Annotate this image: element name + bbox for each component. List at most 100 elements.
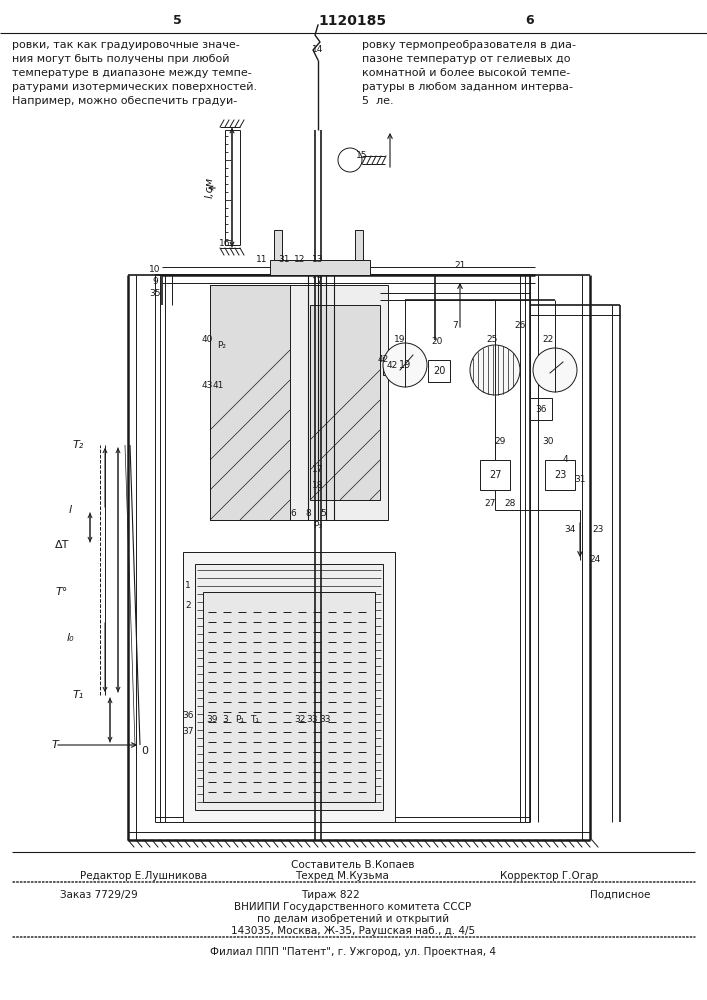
Text: 19: 19	[395, 336, 406, 344]
Text: 23: 23	[554, 470, 566, 480]
Text: 1: 1	[185, 580, 191, 589]
Text: 42: 42	[378, 356, 389, 364]
Text: 43: 43	[201, 380, 213, 389]
Text: T°: T°	[56, 587, 68, 597]
Text: 14: 14	[312, 45, 324, 54]
Bar	[183, 552, 395, 822]
Text: 18: 18	[312, 481, 324, 489]
Bar	[355, 230, 363, 260]
Text: ратурами изотермических поверхностей.: ратурами изотермических поверхностей.	[12, 82, 257, 92]
Bar	[480, 460, 510, 490]
Text: 5: 5	[320, 508, 326, 518]
Text: Заказ 7729/29: Заказ 7729/29	[60, 890, 138, 900]
Bar	[383, 357, 401, 375]
Text: 35: 35	[149, 288, 160, 298]
Circle shape	[470, 345, 520, 395]
Text: 7: 7	[452, 320, 458, 330]
Text: P₁: P₁	[235, 716, 245, 724]
Text: 32: 32	[294, 716, 305, 724]
Text: Например, можно обеспечить градуи-: Например, можно обеспечить градуи-	[12, 96, 238, 106]
Text: 27: 27	[489, 470, 501, 480]
Circle shape	[383, 343, 427, 387]
Text: 42: 42	[386, 361, 397, 370]
Text: 143035, Москва, Ж-35, Раушская наб., д. 4/5: 143035, Москва, Ж-35, Раушская наб., д. …	[231, 926, 475, 936]
Text: Редактор Е.Лушникова: Редактор Е.Лушникова	[80, 871, 207, 881]
Text: 20: 20	[431, 338, 443, 347]
Text: 19: 19	[399, 360, 411, 370]
Text: P₂: P₂	[218, 342, 226, 351]
Text: 23: 23	[592, 526, 604, 534]
Text: ВНИИПИ Государственного комитета СССР: ВНИИПИ Государственного комитета СССР	[235, 902, 472, 912]
Text: 25: 25	[486, 336, 498, 344]
Text: 9: 9	[152, 277, 158, 286]
Text: P₃: P₃	[313, 520, 322, 530]
Text: T₁: T₁	[72, 690, 83, 700]
Text: 3: 3	[222, 716, 228, 724]
Text: 6: 6	[290, 508, 296, 518]
Text: 39: 39	[206, 716, 218, 724]
Text: 16: 16	[219, 238, 230, 247]
Text: ния могут быть получены при любой: ния могут быть получены при любой	[12, 54, 230, 64]
Text: 33: 33	[320, 716, 331, 724]
Text: Филиал ППП "Патент", г. Ужгород, ул. Проектная, 4: Филиал ППП "Патент", г. Ужгород, ул. Про…	[210, 947, 496, 957]
Text: 29: 29	[494, 438, 506, 446]
Text: 21: 21	[455, 260, 466, 269]
Text: по делам изобретений и открытий: по делам изобретений и открытий	[257, 914, 449, 924]
Text: T₂: T₂	[72, 440, 83, 450]
Text: 17: 17	[312, 277, 324, 286]
Text: 8: 8	[305, 508, 311, 518]
Text: температуре в диапазоне между темпе-: температуре в диапазоне между темпе-	[12, 68, 252, 78]
Text: 4: 4	[562, 456, 568, 464]
Bar	[428, 360, 450, 382]
Bar	[203, 592, 375, 802]
Text: пазоне температур от гелиевых до: пазоне температур от гелиевых до	[362, 54, 571, 64]
Text: Подписное: Подписное	[590, 890, 650, 900]
Text: 15: 15	[356, 150, 368, 159]
Text: 0: 0	[141, 746, 148, 756]
Bar	[310, 305, 380, 500]
Text: 12: 12	[294, 255, 305, 264]
Text: Составитель В.Копаев: Составитель В.Копаев	[291, 860, 415, 870]
Text: 27: 27	[484, 498, 496, 508]
Text: 34: 34	[564, 526, 575, 534]
Text: T: T	[52, 740, 59, 750]
Text: 31: 31	[574, 476, 586, 485]
Bar	[274, 230, 282, 260]
Text: 1120185: 1120185	[319, 14, 387, 28]
Text: 28: 28	[504, 498, 515, 508]
Bar	[530, 398, 552, 420]
Text: 37: 37	[182, 728, 194, 736]
Circle shape	[533, 348, 577, 392]
Text: 17: 17	[312, 466, 324, 475]
Text: 30: 30	[542, 438, 554, 446]
Text: 5  ле.: 5 ле.	[362, 96, 394, 106]
Text: l: l	[69, 505, 71, 515]
Text: Корректор Г.Огар: Корректор Г.Огар	[500, 871, 598, 881]
Text: T₁: T₁	[250, 716, 259, 724]
Bar	[210, 285, 290, 520]
Text: 36: 36	[535, 404, 547, 414]
Text: ΔT: ΔT	[55, 540, 69, 550]
Text: 11: 11	[256, 255, 268, 264]
Text: 10: 10	[149, 265, 160, 274]
Text: l₀: l₀	[66, 633, 74, 643]
Text: 5: 5	[173, 14, 182, 27]
Text: 26: 26	[514, 320, 526, 330]
Text: 2: 2	[185, 600, 191, 609]
Text: ратуры в любом заданном интерва-: ратуры в любом заданном интерва-	[362, 82, 573, 92]
Bar	[545, 460, 575, 490]
Bar	[195, 564, 383, 810]
Text: Техред М.Кузьма: Техред М.Кузьма	[295, 871, 389, 881]
Text: 40: 40	[201, 336, 213, 344]
Text: 6: 6	[526, 14, 534, 27]
Text: 13: 13	[312, 255, 324, 264]
Text: 24: 24	[590, 556, 601, 564]
Bar	[210, 285, 388, 520]
Text: l,см: l,см	[205, 177, 215, 198]
Text: комнатной и более высокой темпе-: комнатной и более высокой темпе-	[362, 68, 571, 78]
Text: 36: 36	[182, 710, 194, 720]
Text: 22: 22	[542, 336, 554, 344]
Bar	[270, 260, 370, 275]
Text: 31: 31	[279, 255, 290, 264]
Text: Тираж 822: Тираж 822	[300, 890, 359, 900]
